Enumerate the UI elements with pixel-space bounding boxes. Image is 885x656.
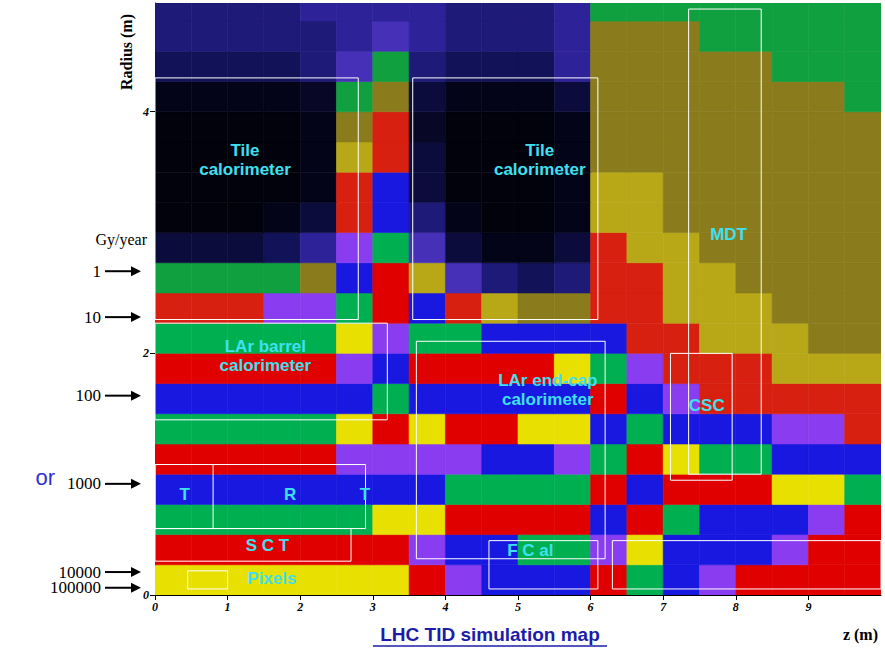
svg-text:10: 10 xyxy=(84,308,101,327)
svg-text:1: 1 xyxy=(225,600,231,614)
svg-text:10000: 10000 xyxy=(58,562,101,582)
svg-text:0: 0 xyxy=(152,600,158,614)
svg-text:8: 8 xyxy=(733,600,739,614)
svg-text:6: 6 xyxy=(588,600,594,614)
svg-text:1000: 1000 xyxy=(67,474,101,493)
svg-text:Radius (m): Radius (m) xyxy=(118,14,136,90)
svg-text:7: 7 xyxy=(660,600,667,614)
svg-text:2: 2 xyxy=(296,600,303,614)
svg-text:S C T: S C T xyxy=(246,536,290,555)
svg-text:calorimeter: calorimeter xyxy=(494,160,586,179)
svg-text:LAr barrel: LAr barrel xyxy=(225,337,306,356)
svg-text:calorimeter: calorimeter xyxy=(199,160,291,179)
svg-text:z (m): z (m) xyxy=(843,626,878,644)
svg-text:MDT: MDT xyxy=(710,225,747,244)
svg-text:0: 0 xyxy=(143,588,149,602)
svg-text:LAr end-cap: LAr end-cap xyxy=(498,371,597,390)
svg-text:F C al: F C al xyxy=(507,541,553,560)
svg-text:3: 3 xyxy=(369,600,376,614)
svg-text:2: 2 xyxy=(142,346,149,360)
svg-text:or: or xyxy=(35,465,55,490)
svg-text:calorimeter: calorimeter xyxy=(220,356,312,375)
svg-text:100: 100 xyxy=(76,386,102,405)
svg-text:Tile: Tile xyxy=(231,141,260,160)
svg-text:T: T xyxy=(360,485,371,504)
svg-text:4: 4 xyxy=(142,105,149,119)
svg-text:9: 9 xyxy=(805,600,811,614)
svg-text:R: R xyxy=(284,485,296,504)
svg-text:Gy/year: Gy/year xyxy=(95,231,147,249)
svg-text:4: 4 xyxy=(441,600,448,614)
svg-text:T: T xyxy=(180,485,191,504)
svg-text:CSC: CSC xyxy=(689,396,725,415)
svg-text:1: 1 xyxy=(93,262,102,281)
svg-text:Pixels: Pixels xyxy=(247,569,296,588)
svg-text:5: 5 xyxy=(515,600,521,614)
svg-text:Tile: Tile xyxy=(525,141,554,160)
svg-text:100000: 100000 xyxy=(50,578,101,597)
svg-text:LHC TID simulation map: LHC TID simulation map xyxy=(380,624,600,645)
svg-text:calorimeter: calorimeter xyxy=(502,390,594,409)
